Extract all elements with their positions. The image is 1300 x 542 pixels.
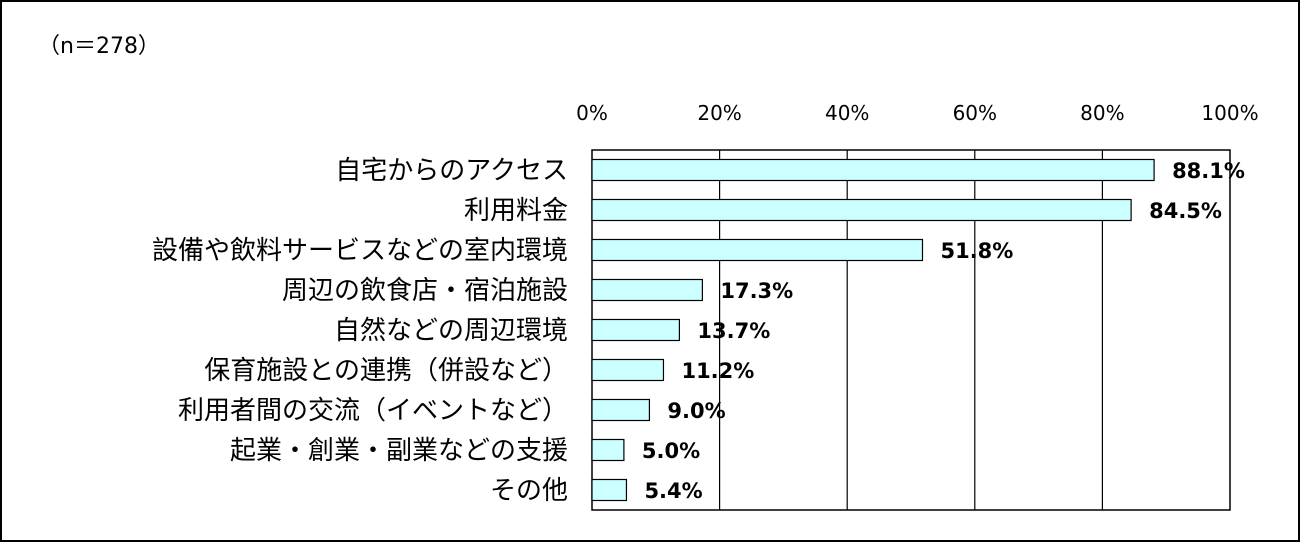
- category-label-7: 起業・創業・副業などの支援: [230, 436, 568, 466]
- x-tick-label-60: 60%: [953, 101, 997, 125]
- x-tick-label-80: 80%: [1080, 101, 1124, 125]
- x-tick-label-0: 0%: [576, 101, 608, 125]
- value-label-2: 51.8%: [940, 239, 1013, 263]
- value-label-0: 88.1%: [1172, 159, 1245, 183]
- category-label-8: その他: [490, 476, 568, 506]
- bar-5: [591, 358, 665, 382]
- bar-6: [591, 398, 651, 422]
- x-tick-label-20: 20%: [697, 101, 741, 125]
- category-label-5: 保育施設との連携（併設など）: [204, 356, 568, 386]
- bar-4: [591, 318, 681, 342]
- value-label-6: 9.0%: [667, 399, 725, 423]
- bar-1: [591, 198, 1132, 222]
- value-label-7: 5.0%: [642, 439, 700, 463]
- x-tick-label-40: 40%: [825, 101, 869, 125]
- value-label-5: 11.2%: [681, 359, 754, 383]
- value-label-8: 5.4%: [644, 479, 702, 503]
- value-label-1: 84.5%: [1149, 199, 1222, 223]
- bar-0: [591, 158, 1155, 182]
- bar-3: [591, 278, 703, 302]
- bar-8: [591, 478, 628, 502]
- category-label-1: 利用料金: [464, 196, 568, 226]
- category-label-2: 設備や飲料サービスなどの室内環境: [152, 236, 568, 266]
- category-label-0: 自宅からのアクセス: [335, 156, 568, 186]
- bar-7: [591, 438, 625, 462]
- value-label-4: 13.7%: [697, 319, 770, 343]
- category-label-3: 周辺の飲食店・宿泊施設: [282, 276, 568, 306]
- category-label-4: 自然などの周辺環境: [334, 316, 568, 346]
- bar-2: [591, 238, 924, 262]
- category-label-6: 利用者間の交流（イベントなど）: [178, 396, 568, 426]
- x-tick-label-100: 100%: [1201, 101, 1258, 125]
- sample-size-note: （n＝278）: [38, 34, 160, 59]
- value-label-3: 17.3%: [720, 279, 793, 303]
